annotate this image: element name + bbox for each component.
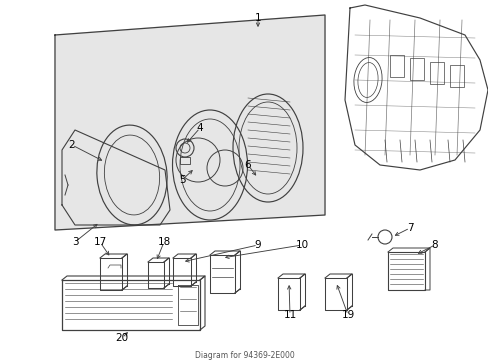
Bar	[409, 58, 423, 80]
Text: 5: 5	[178, 175, 185, 185]
Bar	[429, 62, 443, 84]
Bar	[180, 157, 190, 164]
Text: 2: 2	[68, 140, 75, 150]
Text: 9: 9	[254, 240, 261, 250]
Text: 17: 17	[93, 237, 106, 247]
Text: 8: 8	[431, 240, 437, 250]
Text: 1: 1	[254, 13, 261, 23]
Bar	[449, 65, 463, 87]
Text: 3: 3	[72, 237, 78, 247]
Text: 6: 6	[244, 160, 251, 170]
Text: 7: 7	[406, 223, 412, 233]
Text: 4: 4	[196, 123, 203, 133]
Text: 20: 20	[115, 333, 128, 343]
Text: 18: 18	[157, 237, 170, 247]
Text: 19: 19	[341, 310, 354, 320]
Polygon shape	[55, 15, 325, 230]
Text: 10: 10	[295, 240, 308, 250]
Text: Diagram for 94369-2E000: Diagram for 94369-2E000	[194, 351, 294, 360]
Text: 11: 11	[283, 310, 296, 320]
Bar	[389, 55, 403, 77]
